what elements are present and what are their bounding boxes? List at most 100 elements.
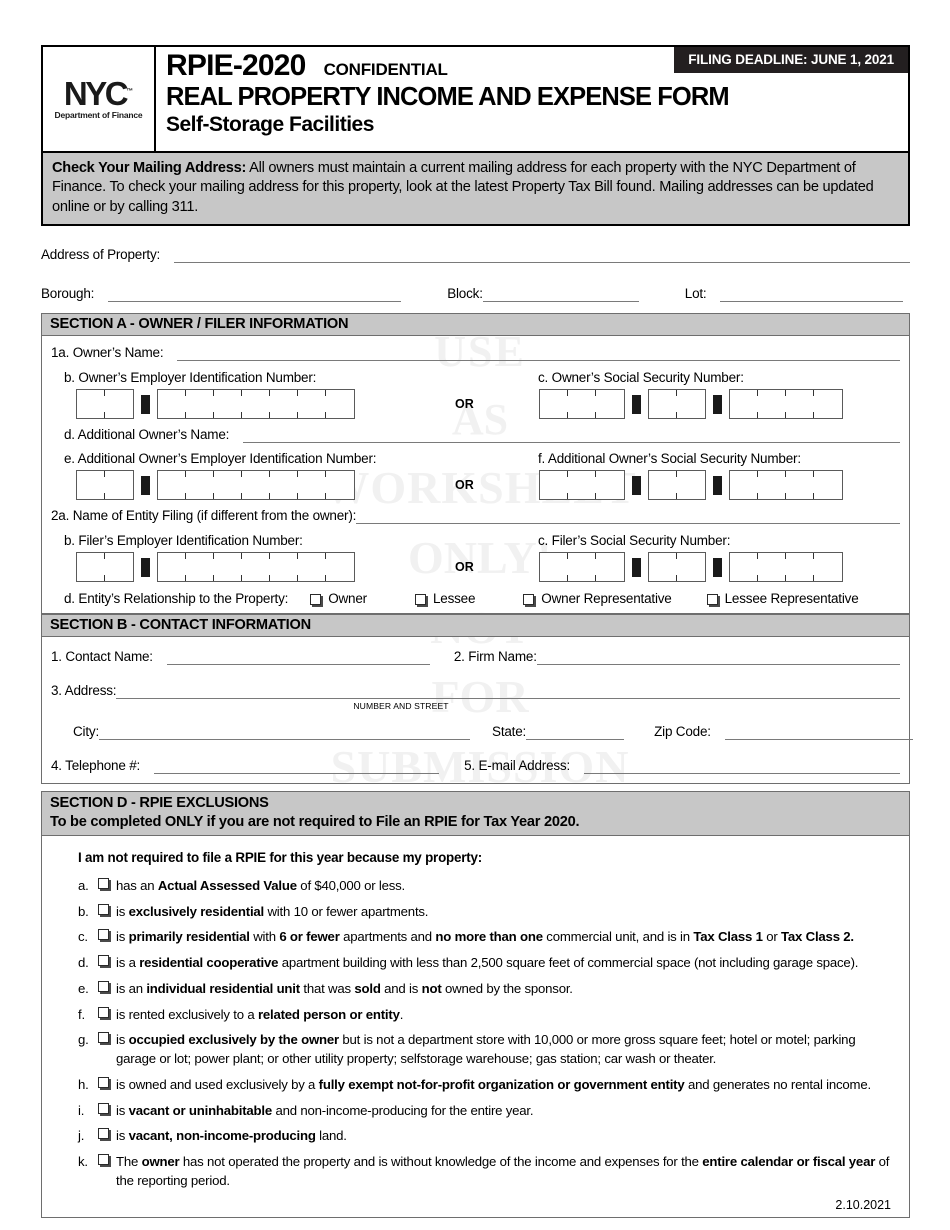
form-page: NYC™ Department of Finance RPIE-2020 CON…	[41, 45, 913, 1218]
exclusion-item: h. is owned and used exclusively by a ful…	[78, 1076, 894, 1095]
form-code: RPIE-2020	[166, 49, 306, 82]
firm-name-label: 2. Firm Name:	[453, 649, 537, 665]
exclusion-item: f. is rented exclusively to a related per…	[78, 1006, 894, 1025]
ssn-separator-dash-1	[632, 475, 641, 495]
email-label: 5. E-mail Address:	[464, 758, 571, 774]
contact-address-input[interactable]	[116, 685, 900, 700]
filer-ein-suffix-boxes[interactable]	[157, 552, 355, 583]
checkbox-exclusion-d[interactable]	[98, 955, 109, 967]
owner-ein-prefix-boxes[interactable]	[76, 389, 134, 420]
additional-owner-id-label-row: e. Additional Owner’s Employer Identific…	[51, 451, 900, 466]
telephone-input[interactable]	[154, 760, 440, 775]
checkbox-lessee-representative[interactable]	[706, 594, 718, 606]
contact-name-input[interactable]	[166, 651, 430, 666]
state-input[interactable]	[526, 726, 625, 741]
checkbox-owner-representative[interactable]	[523, 594, 535, 606]
additional-owner-ssn-group-boxes[interactable]	[648, 470, 706, 501]
telephone-email-row: 4. Telephone #: 5. E-mail Address:	[51, 758, 900, 775]
section-a-body: 1a. Owner’s Name: b. Owner’s Employer Id…	[41, 336, 910, 615]
ssn-separator-dash-1	[632, 557, 641, 577]
exclusion-text: is rented exclusively to a related perso…	[116, 1006, 404, 1022]
filer-ein-group	[51, 552, 455, 583]
nyc-dof-logo: NYC™ Department of Finance	[43, 47, 156, 151]
address-of-property-label: Address of Property:	[41, 247, 161, 263]
checkbox-exclusion-b[interactable]	[98, 903, 109, 915]
filer-ssn-group	[539, 552, 900, 583]
mailing-address-notice: Check Your Mailing Address: All owners m…	[41, 153, 910, 227]
firm-name-input[interactable]	[536, 651, 900, 666]
filer-ssn-serial-boxes[interactable]	[729, 552, 843, 583]
additional-owner-ein-prefix-boxes[interactable]	[76, 470, 134, 501]
owner-name-row: 1a. Owner’s Name:	[51, 345, 900, 362]
borough-input[interactable]	[108, 288, 402, 303]
owner-ein-group	[51, 389, 455, 420]
entity-relationship-row: d. Entity’s Relationship to the Property…	[51, 591, 900, 606]
checkbox-exclusion-i[interactable]	[98, 1102, 109, 1114]
mailing-notice-lead: Check Your Mailing Address:	[52, 160, 247, 176]
checkbox-owner[interactable]	[310, 594, 322, 606]
owner-id-boxes-row: OR	[51, 389, 900, 420]
additional-owner-ssn-serial-boxes[interactable]	[729, 470, 843, 501]
exclusion-text: is owned and used exclusively by a fully…	[116, 1076, 871, 1092]
owner-ein-suffix-boxes[interactable]	[157, 389, 355, 420]
owner-id-label-row: b. Owner’s Employer Identification Numbe…	[51, 370, 900, 385]
checkbox-exclusion-c[interactable]	[98, 929, 109, 941]
relationship-option-lessee: Lessee	[432, 591, 476, 607]
checkbox-exclusion-j[interactable]	[98, 1128, 109, 1140]
ein-separator-dash	[141, 475, 150, 495]
owner-ssn-serial-boxes[interactable]	[729, 389, 843, 420]
entity-filing-name-row: 2a. Name of Entity Filing (if different …	[51, 508, 900, 525]
additional-owner-ein-suffix-boxes[interactable]	[157, 470, 355, 501]
additional-owner-ssn-label: f. Additional Owner’s Social Security Nu…	[538, 451, 801, 467]
owner-ssn-area-boxes[interactable]	[539, 389, 625, 420]
section-a-heading: SECTION A - OWNER / FILER INFORMATION	[41, 313, 910, 337]
exclusion-item: i. is vacant or uninhabitable and non-inc…	[78, 1102, 894, 1121]
relationship-option-owner-rep: Owner Representative	[541, 591, 672, 607]
exclusion-item: d. is a residential cooperative apartment…	[78, 954, 894, 973]
checkbox-exclusion-a[interactable]	[98, 877, 109, 889]
checkbox-lessee[interactable]	[414, 594, 426, 606]
exclusion-text: is exclusively residential with 10 or fe…	[116, 903, 429, 919]
additional-owner-name-label: d. Additional Owner’s Name:	[64, 427, 230, 443]
owner-ssn-group-boxes[interactable]	[648, 389, 706, 420]
additional-owner-name-row: d. Additional Owner’s Name:	[51, 427, 900, 444]
exclusion-text: has an Actual Assessed Value of $40,000 …	[116, 877, 406, 893]
exclusion-letter: a.	[78, 877, 89, 893]
lot-input[interactable]	[720, 288, 904, 303]
owner-name-input[interactable]	[177, 347, 900, 362]
form-subtitle: Self-Storage Facilities	[166, 113, 374, 137]
contact-address-label: 3. Address:	[51, 683, 117, 699]
additional-owner-ein-label: e. Additional Owner’s Employer Identific…	[64, 451, 377, 467]
form-header: NYC™ Department of Finance RPIE-2020 CON…	[41, 45, 910, 153]
checkbox-exclusion-f[interactable]	[98, 1006, 109, 1018]
ssn-separator-dash-2	[713, 475, 722, 495]
additional-owner-name-input[interactable]	[243, 429, 900, 444]
filer-id-boxes-row: OR	[51, 552, 900, 583]
block-input[interactable]	[482, 288, 639, 303]
ssn-separator-dash-1	[632, 394, 641, 414]
exclusion-item: e. is an individual residential unit that…	[78, 980, 894, 999]
filer-ssn-group-boxes[interactable]	[648, 552, 706, 583]
checkbox-exclusion-k[interactable]	[98, 1154, 109, 1166]
exclusion-letter: j.	[78, 1128, 85, 1144]
confidential-label: CONFIDENTIAL	[323, 60, 448, 79]
city-input[interactable]	[99, 726, 471, 741]
borough-block-lot-row: Borough: Block: Lot:	[41, 286, 910, 303]
checkbox-exclusion-h[interactable]	[98, 1076, 109, 1088]
checkbox-exclusion-e[interactable]	[98, 980, 109, 992]
filer-ssn-area-boxes[interactable]	[539, 552, 625, 583]
exclusion-item: b. is exclusively residential with 10 or …	[78, 903, 894, 922]
exclusion-letter: i.	[78, 1102, 85, 1118]
filing-deadline-badge: FILING DEADLINE: JUNE 1, 2021	[674, 47, 908, 73]
section-d-heading-block: SECTION D - RPIE EXCLUSIONS To be comple…	[41, 791, 910, 836]
zip-code-input[interactable]	[724, 726, 913, 741]
email-input[interactable]	[584, 760, 900, 775]
address-of-property-input[interactable]	[174, 249, 910, 264]
filer-ein-prefix-boxes[interactable]	[76, 552, 134, 583]
additional-owner-ssn-area-boxes[interactable]	[539, 470, 625, 501]
owner-ssn-group	[539, 389, 900, 420]
additional-owner-ein-group	[51, 470, 455, 501]
additional-owner-id-boxes-row: OR	[51, 470, 900, 501]
checkbox-exclusion-g[interactable]	[98, 1032, 109, 1044]
entity-filing-name-input[interactable]	[356, 510, 900, 525]
